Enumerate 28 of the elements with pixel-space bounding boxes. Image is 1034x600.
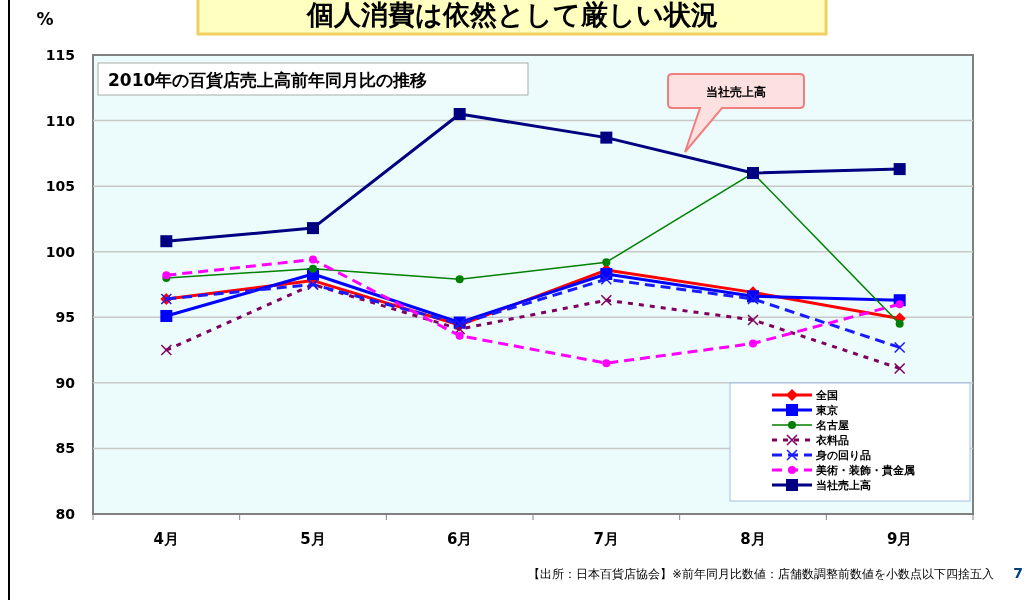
y-tick-label: 115 bbox=[45, 47, 75, 63]
x-tick-label: 6月 bbox=[446, 530, 473, 548]
x-tick-label: 5月 bbox=[300, 530, 326, 548]
legend-label: 美術・装飾・貴金属 bbox=[815, 464, 915, 477]
y-tick-label: 90 bbox=[55, 374, 76, 391]
y-tick-label: 80 bbox=[55, 506, 76, 522]
x-tick-label: 4月 bbox=[153, 530, 180, 548]
y-tick-label: 95 bbox=[55, 309, 75, 326]
subtitle-box: 2010年の百貨店売上高前年同月比の推移 bbox=[97, 62, 529, 96]
text: 【出所：日本百貨店協会】※前年同月比数値：店舗数調整前数値を小数点以下四捨五入 bbox=[528, 567, 994, 581]
legend-label: 東京 bbox=[815, 404, 838, 417]
legend-label: 全国 bbox=[815, 389, 838, 402]
y-tick-label: 105 bbox=[45, 178, 75, 195]
text: 7 bbox=[1013, 565, 1023, 581]
x-tick-label: 8月 bbox=[740, 530, 766, 548]
callout: 当社売上高 bbox=[667, 73, 805, 153]
legend-label: 身の回り品 bbox=[815, 449, 871, 462]
y-axis-title: % bbox=[36, 9, 54, 29]
y-tick-label: 85 bbox=[55, 440, 75, 457]
annotation: 当社売上高 bbox=[706, 85, 766, 99]
legend-label: 衣料品 bbox=[815, 434, 849, 447]
y-tick-label: 100 bbox=[45, 243, 76, 260]
x-tick-label: 9月 bbox=[886, 530, 913, 548]
y-tick-label: 110 bbox=[45, 112, 76, 129]
legend-label: 当社売上高 bbox=[816, 479, 871, 492]
chart-title: 個人消費は依然として厳しい状況 bbox=[305, 0, 718, 30]
x-tick-label: 7月 bbox=[593, 530, 620, 548]
legend-label: 名古屋 bbox=[815, 419, 849, 432]
